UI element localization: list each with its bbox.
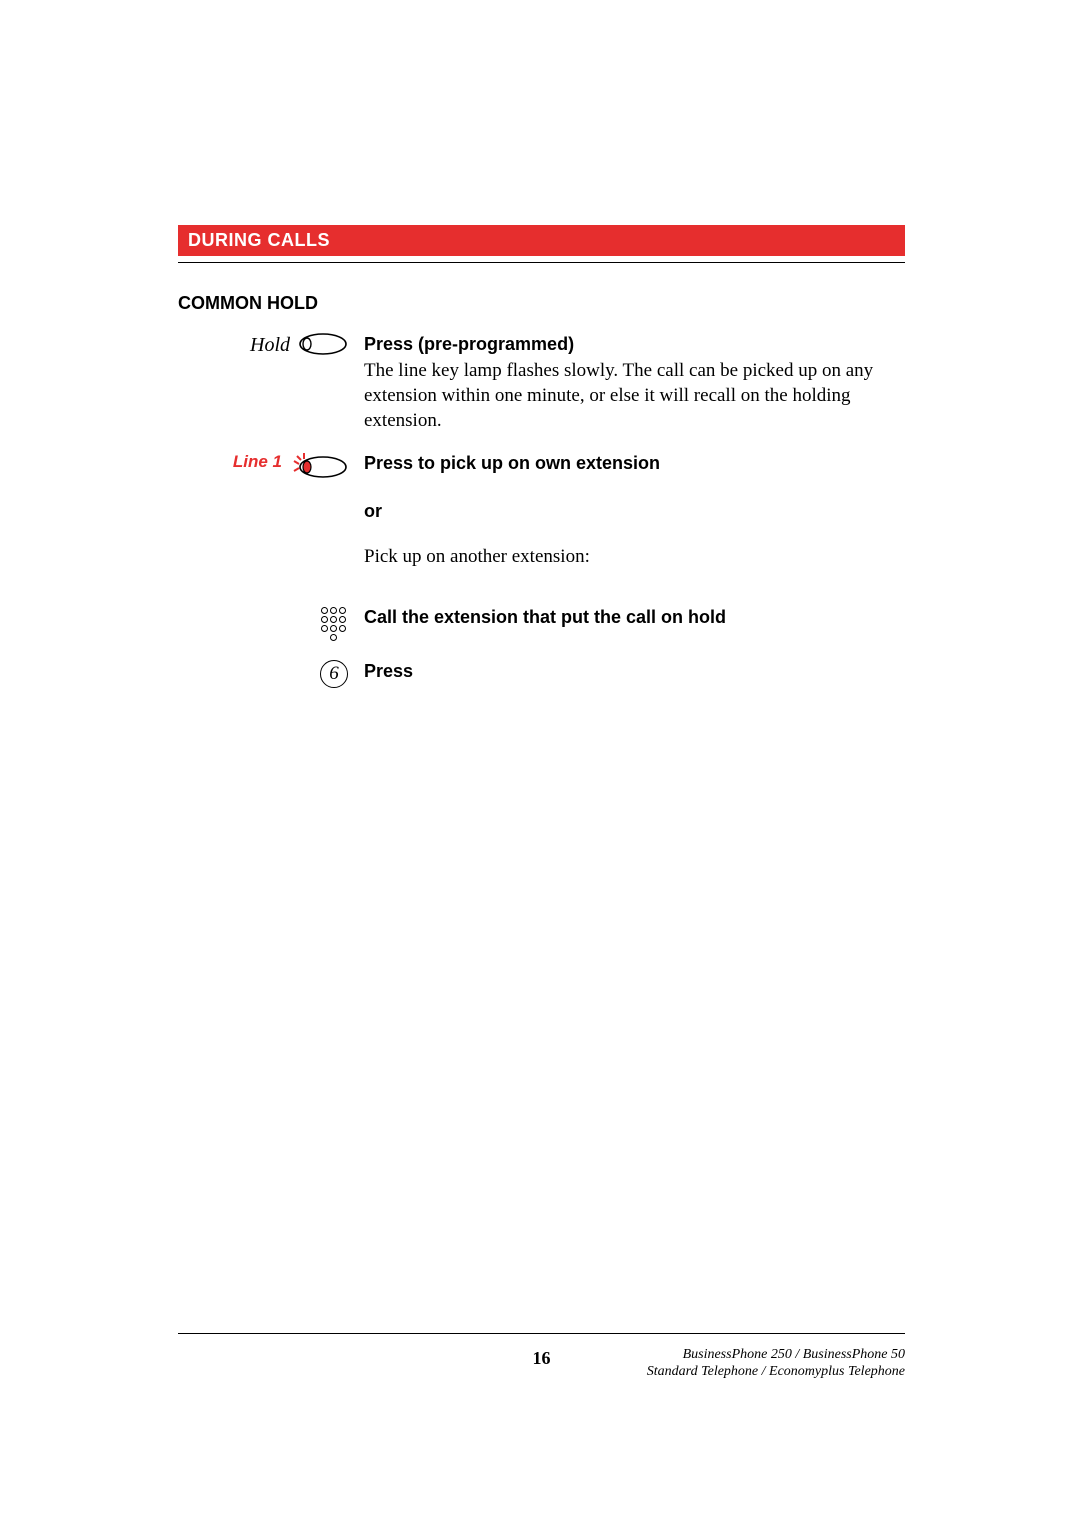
step-text-col: Call the extension that put the call on …	[364, 605, 905, 631]
step-row: Line 1 Press to pick up on own extension…	[178, 451, 905, 587]
step-icon-col: Line 1	[178, 451, 364, 486]
step-text-col: Press to pick up on own extension or Pic…	[364, 451, 905, 587]
step-body: The line key lamp flashes slowly. The ca…	[364, 358, 905, 433]
hold-label: Hold	[250, 332, 290, 358]
step-heading: Press	[364, 659, 905, 683]
digit-key-icon: 6	[320, 660, 348, 688]
footer-rule	[178, 1333, 905, 1334]
footer-right: BusinessPhone 250 / BusinessPhone 50 Sta…	[647, 1346, 905, 1380]
page-number: 16	[533, 1348, 551, 1369]
digit-value: 6	[329, 663, 339, 685]
banner-title: DURING CALLS	[188, 230, 330, 250]
step-heading: Press (pre-programmed)	[364, 332, 905, 356]
oval-button-icon	[298, 332, 348, 361]
step-row: 6 Press	[178, 659, 905, 688]
or-label: or	[364, 501, 905, 522]
step-heading: Press to pick up on own extension	[364, 451, 905, 475]
step-icon-col: 6	[178, 659, 364, 688]
step-icon-col: Hold	[178, 332, 364, 361]
step-heading: Call the extension that put the call on …	[364, 605, 905, 629]
pickup-text: Pick up on another extension:	[364, 544, 905, 569]
step-icon-col	[178, 605, 364, 641]
page-footer: 16 BusinessPhone 250 / BusinessPhone 50 …	[178, 1333, 905, 1346]
line1-label: Line 1	[233, 451, 282, 473]
section-banner: DURING CALLS	[178, 225, 905, 256]
step-row: Call the extension that put the call on …	[178, 605, 905, 641]
footer-line1: BusinessPhone 250 / BusinessPhone 50	[647, 1346, 905, 1363]
footer-line2: Standard Telephone / Economyplus Telepho…	[647, 1363, 905, 1380]
section-heading: COMMON HOLD	[178, 293, 905, 314]
step-text-col: Press	[364, 659, 905, 685]
keypad-icon	[318, 605, 348, 641]
page: DURING CALLS COMMON HOLD Hold Press (pre…	[0, 0, 1080, 1528]
step-row: Hold Press (pre-programmed) The line key…	[178, 332, 905, 433]
step-text-col: Press (pre-programmed) The line key lamp…	[364, 332, 905, 433]
banner-rule	[178, 262, 905, 263]
oval-button-flash-icon	[290, 451, 348, 486]
